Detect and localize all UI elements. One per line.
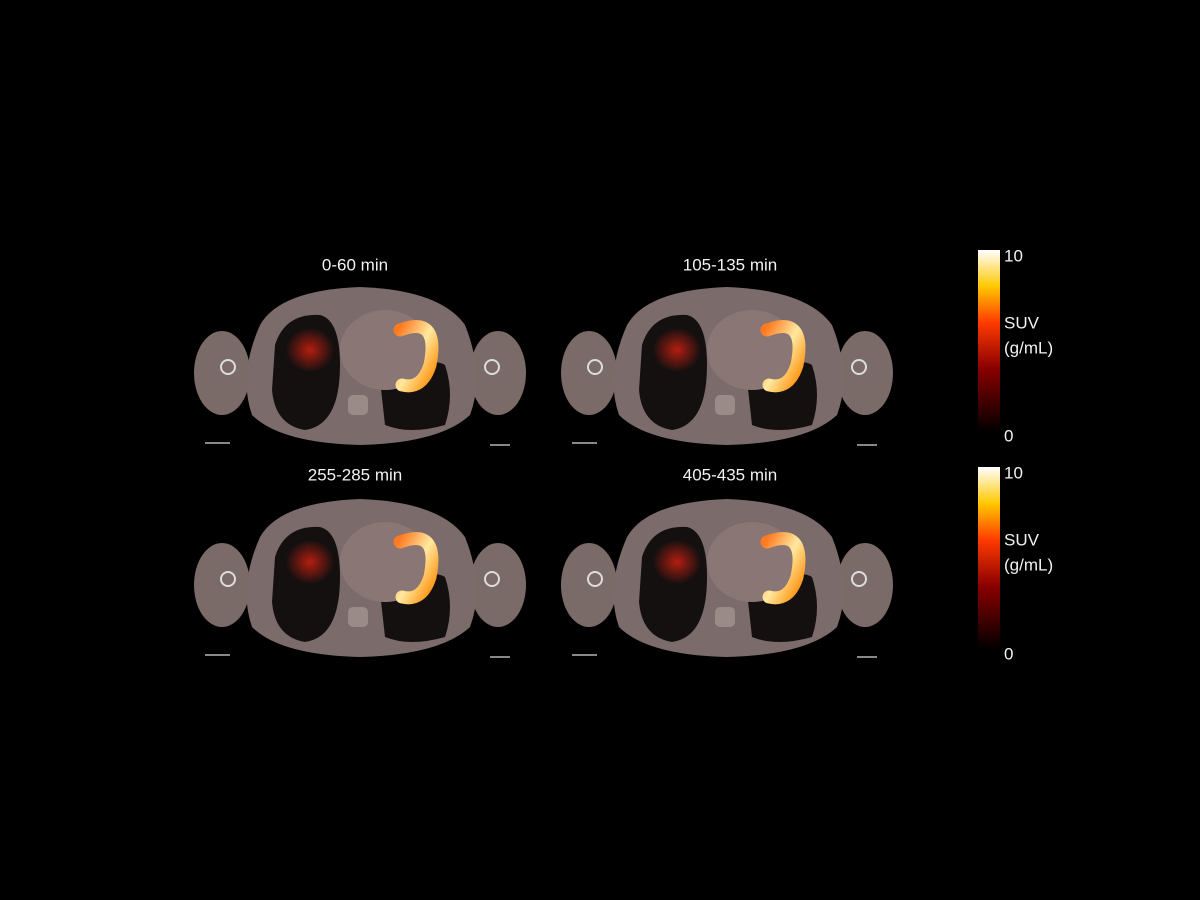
- colorbar-label: SUV: [1004, 313, 1040, 332]
- colorbar-label: SUV: [1004, 530, 1040, 549]
- colorbar-max: 10: [1004, 463, 1023, 482]
- panel-title: 255-285 min: [308, 465, 403, 484]
- pet-ct-scan: [194, 287, 526, 445]
- pet-ct-scan: [561, 499, 893, 657]
- colorbar: [978, 250, 1000, 432]
- panel-title: 0-60 min: [322, 255, 388, 274]
- colorbar-label: (g/mL): [1004, 338, 1053, 357]
- colorbar-min: 0: [1004, 426, 1013, 445]
- colorbar-label: (g/mL): [1004, 555, 1053, 574]
- pet-ct-scan: [194, 499, 526, 657]
- panel-title: 405-435 min: [683, 465, 778, 484]
- colorbar-min: 0: [1004, 644, 1013, 663]
- colorbar-max: 10: [1004, 246, 1023, 265]
- panel-title: 105-135 min: [683, 255, 778, 274]
- pet-ct-scan: [561, 287, 893, 445]
- colorbar: [978, 467, 1000, 650]
